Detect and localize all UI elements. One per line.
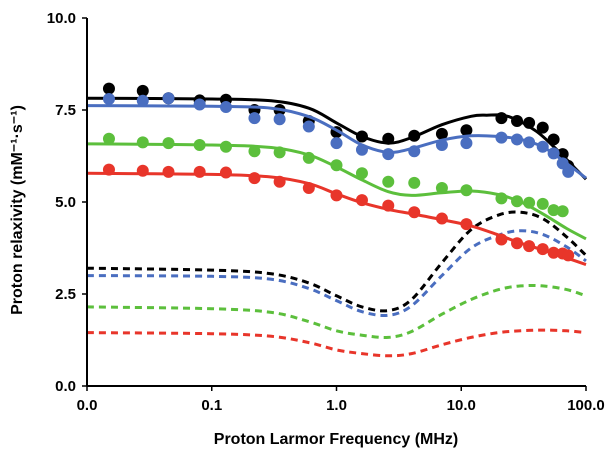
- y-tick-label: 0.0: [55, 378, 76, 395]
- data-point: [408, 145, 421, 158]
- data-point: [562, 249, 575, 262]
- x-tick-label: 100.0: [567, 397, 605, 414]
- x-tick-label: 1.0: [326, 397, 347, 414]
- data-point: [136, 136, 149, 149]
- dashed-line: [87, 328, 587, 358]
- data-point: [511, 133, 524, 146]
- data-point: [556, 157, 569, 170]
- data-point: [547, 204, 560, 217]
- x-axis-title: Proton Larmor Frequency (MHz): [214, 431, 458, 448]
- data-point: [248, 112, 261, 125]
- y-tick-label: 10.0: [47, 10, 76, 27]
- data-point: [382, 175, 395, 188]
- data-point: [330, 159, 343, 172]
- data-point: [355, 194, 368, 207]
- data-point: [248, 145, 261, 158]
- data-point: [556, 205, 569, 218]
- dashed-line: [87, 229, 587, 318]
- data-point: [523, 136, 536, 149]
- data-point: [536, 197, 549, 210]
- dashed-line: [87, 283, 587, 340]
- data-point: [162, 137, 175, 150]
- data-point: [102, 163, 115, 176]
- data-point: [355, 167, 368, 180]
- y-tick-label: 2.5: [55, 286, 76, 303]
- data-point: [273, 113, 286, 126]
- x-tick-label: 0.0: [77, 397, 98, 414]
- data-point: [302, 151, 315, 164]
- data-point: [355, 143, 368, 156]
- data-point: [511, 237, 524, 250]
- data-point: [193, 98, 206, 111]
- ticks-layer: 0.0 0.1 1.0 10.0 100.0 0.0 2.5 5.0 7.5 10.0: [47, 10, 605, 414]
- series-layer: [87, 82, 588, 358]
- data-point: [273, 175, 286, 188]
- data-point: [511, 195, 524, 208]
- data-point: [382, 199, 395, 212]
- data-point: [547, 246, 560, 259]
- dashed-line: [87, 210, 588, 313]
- data-point: [219, 101, 232, 114]
- data-point: [382, 132, 395, 145]
- data-point: [330, 137, 343, 150]
- x-tick-label: 10.0: [447, 397, 476, 414]
- data-point: [408, 176, 421, 189]
- data-point: [408, 129, 421, 142]
- series-1: [87, 92, 587, 318]
- fit-line: [87, 171, 587, 267]
- data-point: [193, 138, 206, 151]
- data-point: [547, 147, 560, 160]
- series-3: [87, 163, 587, 358]
- data-point: [382, 148, 395, 161]
- data-point: [193, 165, 206, 178]
- y-tick-label: 7.5: [55, 102, 76, 119]
- data-point: [562, 165, 575, 178]
- data-point: [460, 137, 473, 150]
- data-point: [355, 130, 368, 143]
- data-point: [302, 182, 315, 195]
- data-point: [536, 121, 549, 134]
- y-tick-label: 5.0: [55, 194, 76, 211]
- data-point: [460, 124, 473, 137]
- data-point: [495, 233, 508, 246]
- data-point: [136, 84, 149, 97]
- data-point: [162, 92, 175, 105]
- data-point: [435, 212, 448, 225]
- data-point: [162, 165, 175, 178]
- data-point: [136, 94, 149, 107]
- data-point: [435, 127, 448, 140]
- data-point: [523, 196, 536, 209]
- data-point: [536, 140, 549, 153]
- data-point: [435, 182, 448, 195]
- data-point: [536, 243, 549, 256]
- y-axis-title: Proton relaxivity (mM⁻¹·s⁻¹): [9, 105, 26, 315]
- series-2: [87, 132, 587, 340]
- data-point: [435, 138, 448, 151]
- data-point: [495, 192, 508, 205]
- x-tick-label: 0.1: [201, 397, 222, 414]
- data-point: [219, 166, 232, 179]
- data-point: [511, 115, 524, 128]
- data-point: [102, 132, 115, 145]
- data-point: [330, 189, 343, 202]
- data-point: [273, 146, 286, 159]
- data-point: [248, 172, 261, 185]
- data-point: [302, 120, 315, 133]
- data-point: [408, 206, 421, 219]
- data-point: [460, 218, 473, 231]
- fit-line: [87, 142, 587, 241]
- data-point: [460, 184, 473, 197]
- data-point: [102, 82, 115, 95]
- data-point: [523, 240, 536, 253]
- data-point: [136, 164, 149, 177]
- data-point: [219, 140, 232, 153]
- data-point: [495, 112, 508, 125]
- data-point: [102, 92, 115, 105]
- data-point: [495, 131, 508, 144]
- data-point: [523, 116, 536, 129]
- data-point: [547, 133, 560, 146]
